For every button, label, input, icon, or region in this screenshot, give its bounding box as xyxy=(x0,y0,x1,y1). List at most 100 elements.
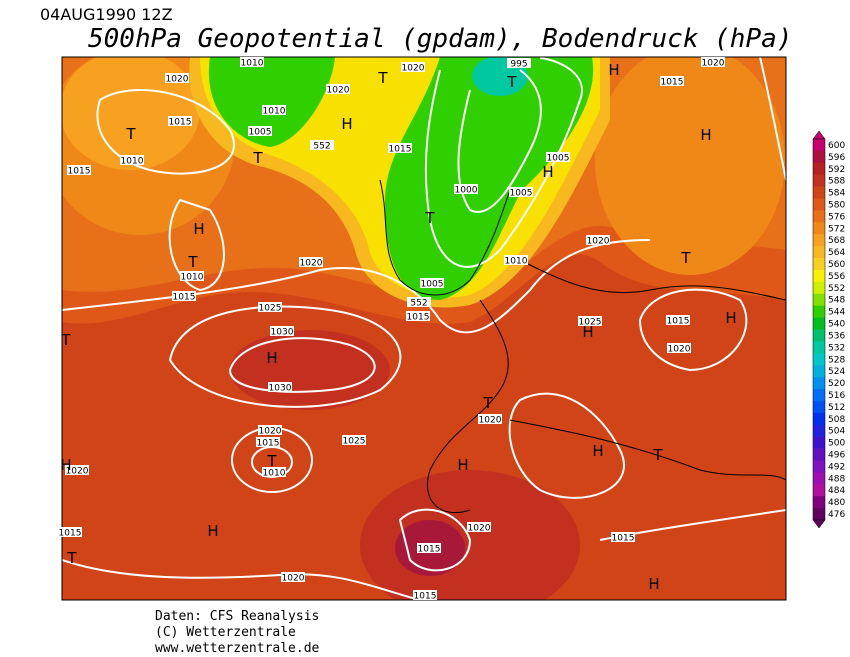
isobar-label: 1015 xyxy=(407,313,430,323)
coastline xyxy=(379,179,511,296)
isobar xyxy=(168,305,402,408)
colorbar-label: 500 xyxy=(828,439,845,449)
isobar xyxy=(398,508,472,572)
isobar-label: 1000 xyxy=(455,186,478,196)
isobar-label: 552 xyxy=(313,142,330,152)
label-bg xyxy=(262,467,286,477)
label-bg xyxy=(417,543,441,553)
colorbar-label: 484 xyxy=(828,486,845,496)
label-bg xyxy=(667,343,691,353)
date-label: 04AUG1990 12Z xyxy=(40,5,173,24)
isobar-label-box: 1020 xyxy=(586,235,610,247)
isobar-label: 1015 xyxy=(661,78,684,88)
isobar-label: 1015 xyxy=(257,439,280,449)
isobar-label-box: 1005 xyxy=(546,152,570,164)
isobar-label-box: 1015 xyxy=(417,543,441,555)
isobar-label: 1010 xyxy=(241,59,264,69)
colorbar-label: 492 xyxy=(828,462,845,472)
pressure-center: H xyxy=(700,126,711,144)
colorbar-label: 488 xyxy=(828,474,845,484)
pressure-center: T xyxy=(266,452,277,470)
isobar-label-box: 1005 xyxy=(248,126,272,138)
isobar-label: 1010 xyxy=(505,257,528,267)
isobar-label: 1020 xyxy=(702,59,725,69)
colorbar-label: 596 xyxy=(828,153,845,163)
isobar-label-box: 1015 xyxy=(660,76,684,88)
label-bg xyxy=(660,76,684,86)
isobar-label: 1010 xyxy=(263,469,286,479)
colorbar-label: 576 xyxy=(828,212,845,222)
isobar-label: 1020 xyxy=(259,427,282,437)
label-bg xyxy=(165,73,189,83)
label-bg xyxy=(58,527,82,537)
isobar-label-box: 1015 xyxy=(67,165,91,177)
label-bg xyxy=(326,84,350,94)
isobar-label: 1005 xyxy=(547,154,570,164)
colorbar-label: 520 xyxy=(828,379,845,389)
pressure-center: T xyxy=(506,73,517,91)
pressure-center: T xyxy=(652,446,663,464)
colorbar-swatch xyxy=(813,222,825,235)
colorbar-swatch xyxy=(813,269,825,283)
isobar-label: 1010 xyxy=(263,107,286,117)
isobar-label-box: 1015 xyxy=(58,527,82,539)
colorbar-swatch xyxy=(813,484,825,497)
label-bg xyxy=(168,116,192,126)
colorbar-swatch xyxy=(813,150,825,164)
colorbar-label: 544 xyxy=(828,308,845,318)
label-bg xyxy=(454,184,478,194)
isobar-label-box: 1005 xyxy=(420,278,444,290)
pressure-center: H xyxy=(266,349,277,367)
isobar-label-box: 1010 xyxy=(504,255,528,267)
label-bg xyxy=(258,425,282,435)
isobar-label-box: 1020 xyxy=(65,465,89,477)
isobar-label: 1020 xyxy=(166,75,189,85)
pressure-center: H xyxy=(582,323,593,341)
isobar-label: 1020 xyxy=(402,64,425,74)
colorbar-swatch xyxy=(813,377,825,390)
field-568 xyxy=(62,57,200,170)
colorbar-swatch xyxy=(813,472,825,485)
colorbar-label: 560 xyxy=(828,260,845,270)
isobar-label: 1025 xyxy=(343,437,366,447)
colorbar-label: 536 xyxy=(828,331,845,341)
coastline xyxy=(509,419,786,481)
colorbar-label: 516 xyxy=(828,391,845,401)
isobar-label-box: 1020 xyxy=(165,73,189,85)
isobar-label: 1015 xyxy=(169,118,192,128)
label-bg xyxy=(507,58,531,68)
isobar xyxy=(168,198,225,292)
label-bg xyxy=(509,187,533,197)
isobar-label: 1010 xyxy=(121,157,144,167)
coastlines xyxy=(379,179,786,514)
isobar xyxy=(759,57,786,181)
label-bg xyxy=(504,255,528,265)
coastline xyxy=(519,259,786,301)
isobar-label-box: 1015 xyxy=(666,315,690,327)
isobar-label-box: 1015 xyxy=(256,437,280,449)
label-bg xyxy=(478,414,502,424)
isobar-label-box: 1000 xyxy=(454,184,478,196)
colorbar-swatch xyxy=(813,210,825,223)
isobar-label: 1015 xyxy=(389,145,412,155)
colorbar-swatch xyxy=(813,198,825,211)
isobar-label-box: 1020 xyxy=(401,62,425,74)
label-bg xyxy=(406,311,430,321)
colorbar-label: 480 xyxy=(828,498,845,508)
isobar-label-box: 1025 xyxy=(342,435,366,447)
pressure-center: H xyxy=(341,115,352,133)
isobar-label: 1020 xyxy=(66,467,89,477)
label-bg xyxy=(172,291,196,301)
colorbar-label: 588 xyxy=(828,177,845,187)
isobar-label-box: 1020 xyxy=(467,522,491,534)
colorbar-swatch xyxy=(813,246,825,259)
colorbar-label: 512 xyxy=(828,403,845,413)
colorbar-swatch xyxy=(813,341,825,354)
map-labels: 1020 1010 1020 1020 995 1015 1020 1015 1010 1005 1… xyxy=(58,57,737,602)
pressure-center: H xyxy=(608,61,619,79)
isobar-label-box: 1020 xyxy=(478,414,502,426)
isobar xyxy=(96,89,235,175)
colorbar-label: 552 xyxy=(828,284,845,294)
